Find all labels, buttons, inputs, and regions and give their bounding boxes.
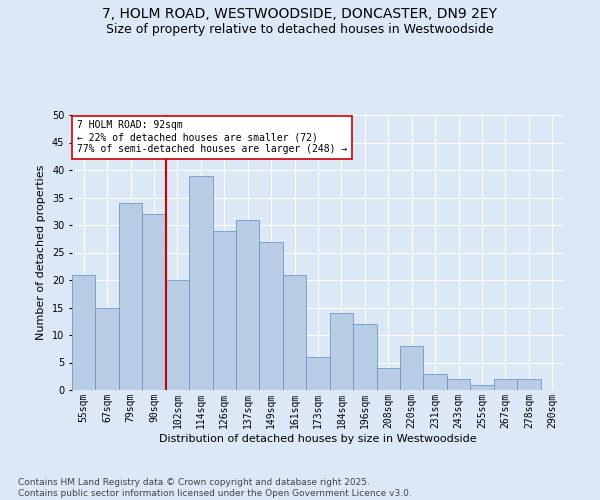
Bar xyxy=(517,379,541,390)
Bar xyxy=(189,176,212,390)
Bar xyxy=(95,308,119,390)
Text: 7 HOLM ROAD: 92sqm
← 22% of detached houses are smaller (72)
77% of semi-detache: 7 HOLM ROAD: 92sqm ← 22% of detached hou… xyxy=(77,120,347,154)
Bar xyxy=(259,242,283,390)
Bar xyxy=(306,357,330,390)
Bar xyxy=(470,384,494,390)
Text: Size of property relative to detached houses in Westwoodside: Size of property relative to detached ho… xyxy=(106,22,494,36)
Bar xyxy=(166,280,189,390)
Bar xyxy=(494,379,517,390)
Y-axis label: Number of detached properties: Number of detached properties xyxy=(37,165,46,340)
Bar xyxy=(236,220,259,390)
Bar xyxy=(142,214,166,390)
Bar xyxy=(447,379,470,390)
Bar xyxy=(330,313,353,390)
Text: Contains HM Land Registry data © Crown copyright and database right 2025.
Contai: Contains HM Land Registry data © Crown c… xyxy=(18,478,412,498)
Bar xyxy=(72,274,95,390)
Bar xyxy=(353,324,377,390)
Bar xyxy=(377,368,400,390)
X-axis label: Distribution of detached houses by size in Westwoodside: Distribution of detached houses by size … xyxy=(159,434,477,444)
Bar xyxy=(424,374,447,390)
Text: 7, HOLM ROAD, WESTWOODSIDE, DONCASTER, DN9 2EY: 7, HOLM ROAD, WESTWOODSIDE, DONCASTER, D… xyxy=(103,8,497,22)
Bar xyxy=(212,230,236,390)
Bar xyxy=(283,274,306,390)
Bar xyxy=(400,346,424,390)
Bar xyxy=(119,203,142,390)
